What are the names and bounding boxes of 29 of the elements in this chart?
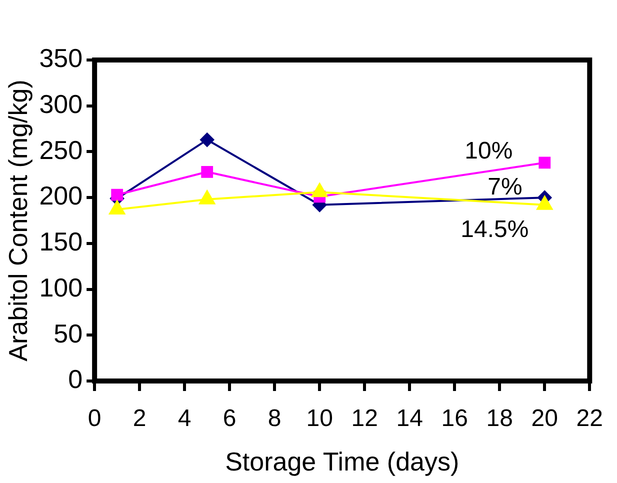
point [111, 188, 124, 201]
x-tick-label: 8 [268, 405, 282, 432]
x-tick-label: 22 [576, 405, 604, 432]
x-tick-label: 2 [132, 405, 146, 432]
x-tick-label: 18 [486, 405, 513, 432]
series-label: 10% [464, 138, 513, 165]
y-tick-label: 200 [39, 180, 83, 211]
x-tick-label: 14 [396, 405, 423, 432]
x-tick-label: 4 [178, 405, 192, 432]
y-tick-label: 150 [39, 226, 83, 257]
y-tick-label: 350 [39, 43, 83, 74]
point [200, 132, 214, 147]
series-label: 14.5% [460, 216, 529, 243]
series-label: 7% [488, 174, 522, 201]
point [538, 156, 551, 169]
x-tick-label: 6 [222, 405, 236, 432]
x-tick-label: 10 [306, 405, 333, 432]
x-tick-label: 0 [88, 405, 102, 432]
y-tick-label: 100 [39, 272, 83, 302]
x-tick-label: 20 [531, 405, 558, 432]
x-tick-label: 12 [351, 405, 378, 432]
y-tick-label: 300 [39, 89, 83, 120]
y-axis-title: Arabitol Content (mg/kg) [2, 80, 33, 362]
y-tick-label: 50 [54, 318, 83, 348]
point [201, 166, 214, 178]
x-tick-label: 16 [441, 405, 468, 432]
y-tick-label: 0 [68, 364, 83, 394]
y-tick-label: 250 [39, 134, 83, 165]
x-axis-title: Storage Time (days) [225, 446, 460, 477]
